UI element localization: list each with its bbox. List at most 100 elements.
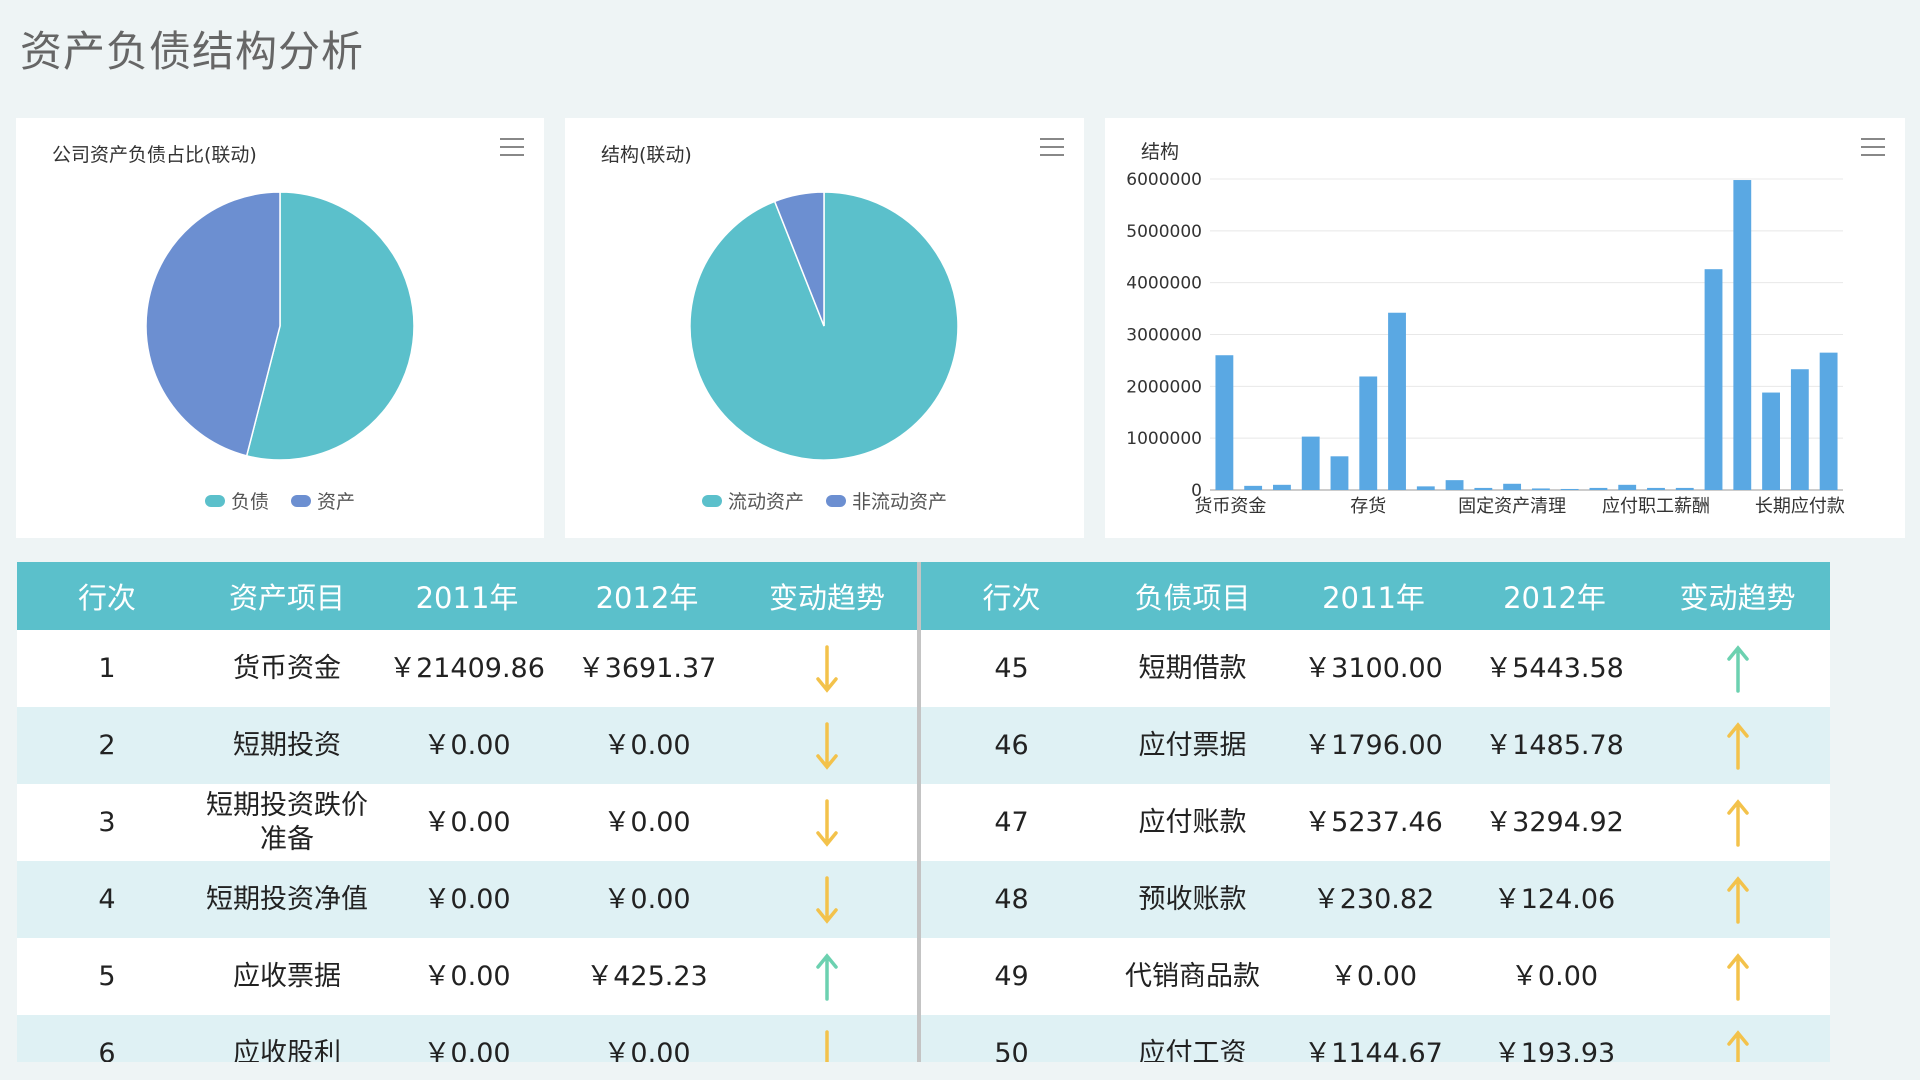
bar[interactable]	[1790, 369, 1809, 490]
cell-no: 1	[98, 652, 116, 684]
cell-y2012: ￥1485.78	[1464, 707, 1645, 784]
menu-icon[interactable]	[1861, 138, 1885, 156]
bar[interactable]	[1819, 352, 1838, 490]
cell-no: 47	[994, 806, 1029, 838]
bar[interactable]	[1704, 269, 1723, 490]
cell-y2012: ￥3691.37	[577, 652, 717, 684]
column-header: 行次	[17, 562, 197, 630]
panel-structure-bar: 结构 0 1000000 2000000 3000000 4000000 5000000 60…	[1105, 118, 1905, 538]
table-row[interactable]: 49 代销商品款 ￥0.00 ￥0.00	[921, 938, 1830, 1015]
bar[interactable]	[1531, 488, 1550, 490]
table-row[interactable]: 1 货币资金 ￥21409.86 ￥3691.37	[17, 630, 917, 707]
data-tables: 行次 资产项目 2011年 2012年 变动趋势 1 货币资金 ￥21409.86 ￥3691…	[17, 562, 1830, 1062]
bar[interactable]	[1273, 484, 1291, 490]
cell-no: 48	[921, 861, 1102, 938]
cell-no: 49	[994, 960, 1029, 992]
x-tick-label: 存货	[1350, 496, 1386, 517]
cell-item: 应收票据	[233, 960, 341, 992]
cell-no: 3	[98, 806, 116, 838]
column-header: 变动趋势	[737, 562, 917, 630]
cell-y2012: ￥425.23	[586, 960, 708, 992]
y-tick-label: 5000000	[1126, 222, 1202, 242]
cell-y2011: ￥1796.00	[1283, 707, 1464, 784]
table-row[interactable]: 47 应付账款 ￥5237.46 ￥3294.92	[921, 784, 1830, 861]
pie-slice-0[interactable]	[245, 191, 415, 461]
bar[interactable]	[1560, 488, 1579, 490]
arrow-up-icon	[1726, 1029, 1749, 1062]
x-tick-label: 固定资产清理	[1458, 496, 1566, 517]
cell-trend	[1645, 938, 1830, 1015]
bar[interactable]	[1503, 483, 1522, 490]
cell-y2012: ￥0.00	[557, 861, 737, 938]
cell-no: 45	[994, 652, 1029, 684]
cell-y2011: ￥0.00	[377, 1015, 557, 1062]
menu-icon[interactable]	[500, 138, 524, 156]
legend: 负债 资产	[16, 487, 544, 514]
y-tick-label: 3000000	[1126, 326, 1202, 346]
cell-item: 预收账款	[1102, 861, 1283, 938]
arrow-up-icon	[1726, 644, 1749, 693]
table-row[interactable]: 6 应收股利 ￥0.00 ￥0.00	[17, 1015, 917, 1062]
cell-trend	[1645, 861, 1830, 938]
chart-title: 结构	[1141, 141, 1179, 163]
column-header: 2011年	[1283, 562, 1464, 630]
bar[interactable]	[1474, 487, 1493, 490]
bar[interactable]	[1301, 436, 1320, 490]
bar[interactable]	[1215, 355, 1234, 490]
table-row[interactable]: 45 短期借款 ￥3100.00 ￥5443.58	[921, 630, 1830, 707]
table-row[interactable]: 2 短期投资 ￥0.00 ￥0.00	[17, 707, 917, 784]
arrow-up-icon	[1726, 721, 1749, 770]
cell-item: 短期借款	[1138, 652, 1247, 684]
bar[interactable]	[1618, 484, 1637, 490]
table-row[interactable]: 50 应付工资 ￥1144.67 ￥193.93	[921, 1015, 1830, 1062]
arrow-up-icon	[1726, 952, 1749, 1001]
bar[interactable]	[1762, 392, 1780, 490]
bar[interactable]	[1589, 487, 1608, 490]
bar[interactable]	[1244, 485, 1263, 490]
y-tick-label: 6000000	[1126, 170, 1202, 190]
table-row[interactable]: 46 应付票据 ￥1796.00 ￥1485.78	[921, 707, 1830, 784]
bar[interactable]	[1675, 487, 1694, 490]
assets-table: 行次 资产项目 2011年 2012年 变动趋势 1 货币资金 ￥21409.86 ￥3691…	[17, 562, 917, 1062]
bar[interactable]	[1359, 376, 1378, 490]
bar[interactable]	[1647, 487, 1665, 490]
x-tick-label: 长期应付款	[1755, 496, 1845, 517]
cell-y2011: ￥230.82	[1283, 861, 1464, 938]
column-header: 负债项目	[1102, 562, 1283, 630]
x-tick-label: 货币资金	[1194, 496, 1266, 517]
legend-item-liability[interactable]: 负债	[204, 487, 269, 514]
cell-y2012: ￥193.93	[1464, 1015, 1645, 1062]
bar[interactable]	[1733, 180, 1752, 490]
table-row[interactable]: 3 短期投资跌价准备 ￥0.00 ￥0.00	[17, 784, 917, 861]
cell-trend	[737, 707, 917, 784]
table-row[interactable]: 48 预收账款 ￥230.82 ￥124.06	[921, 861, 1830, 938]
pie-chart-asset-liability[interactable]	[16, 118, 544, 538]
table-row[interactable]: 5 应收票据 ￥0.00 ￥425.23	[17, 938, 917, 1015]
pie-slice-1[interactable]	[773, 191, 825, 327]
arrow-down-icon	[816, 798, 838, 847]
cell-y2011: ￥0.00	[377, 707, 557, 784]
arrow-up-icon	[1726, 798, 1749, 847]
panel-title: 公司资产负债占比(联动)	[52, 144, 257, 166]
legend-item-asset[interactable]: 资产	[291, 487, 355, 514]
x-tick-label: 应付职工薪酬	[1602, 496, 1710, 517]
legend-label: 流动资产	[727, 491, 804, 513]
panel-title: 结构(联动)	[601, 144, 692, 166]
arrow-down-icon	[816, 721, 838, 770]
cell-y2012: ￥0.00	[557, 707, 737, 784]
bar[interactable]	[1445, 480, 1464, 490]
cell-y2011: ￥0.00	[377, 861, 557, 938]
bar[interactable]	[1416, 486, 1435, 490]
menu-icon[interactable]	[1040, 138, 1064, 156]
table-row[interactable]: 4 短期投资净值 ￥0.00 ￥0.00	[17, 861, 917, 938]
bar-chart-structure[interactable]: 结构 0 1000000 2000000 3000000 4000000 5000000 60…	[1105, 118, 1905, 538]
bar[interactable]	[1388, 312, 1406, 490]
legend-item-noncurrent-assets[interactable]: 非流动资产	[826, 487, 947, 514]
pie-slice-1[interactable]	[145, 191, 281, 457]
legend-label: 负债	[230, 491, 269, 513]
table-divider	[917, 562, 921, 1062]
bar[interactable]	[1330, 456, 1349, 490]
cell-no: 46	[921, 707, 1102, 784]
pie-chart-structure[interactable]	[565, 118, 1084, 538]
legend-item-current-assets[interactable]: 流动资产	[701, 487, 804, 514]
